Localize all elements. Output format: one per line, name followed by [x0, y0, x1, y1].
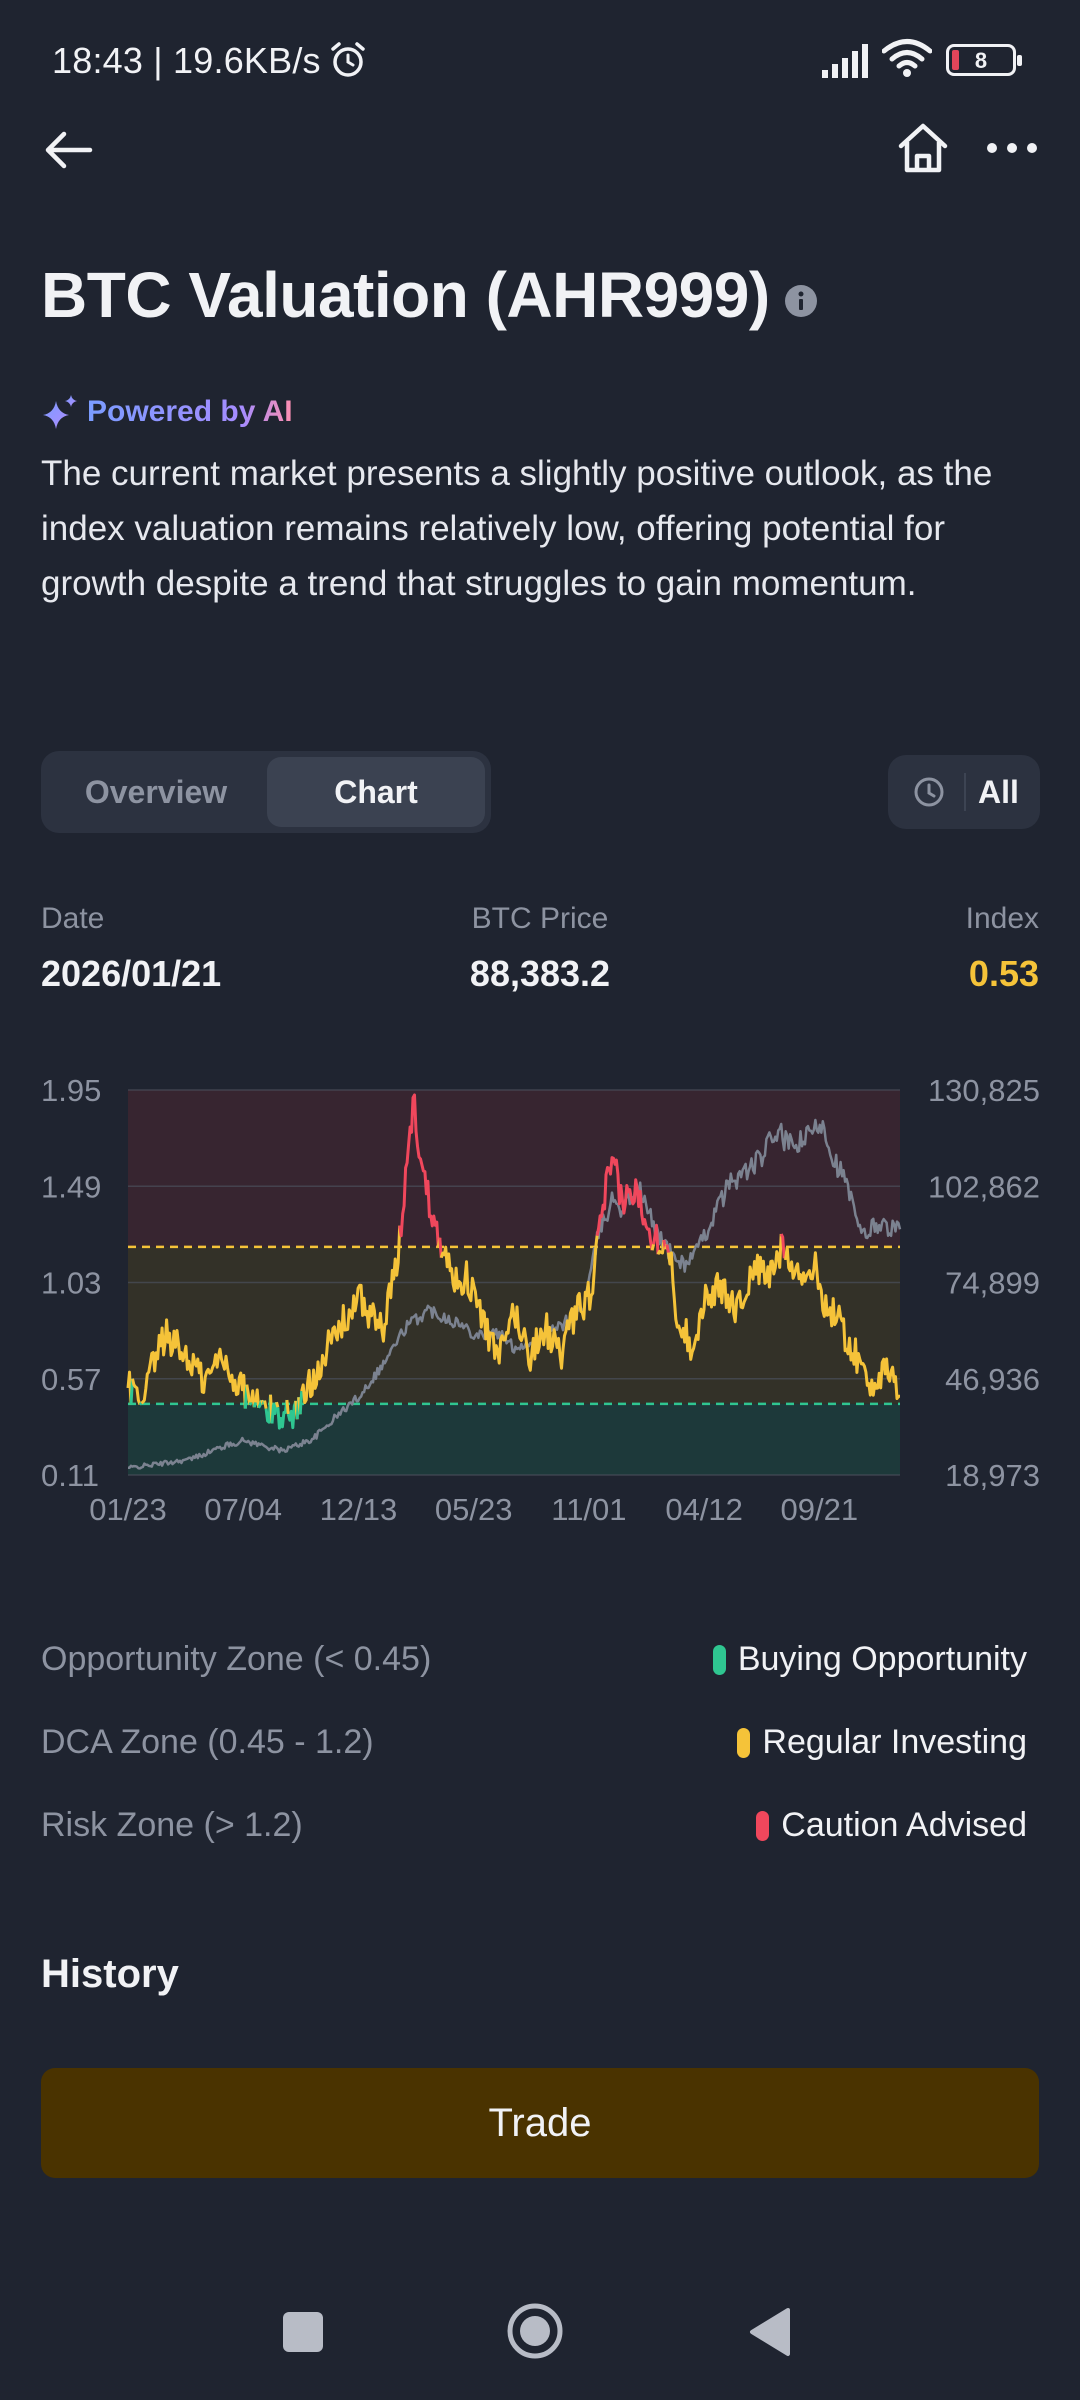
status-time: 18:43 | 19.6KB/s [52, 40, 321, 81]
zone-tag: Caution Advised [756, 1806, 1027, 1845]
y-left-tick-label: 1.03 [41, 1266, 101, 1301]
zone-tag-text: Buying Opportunity [737, 1640, 1027, 1678]
signal-icon [822, 44, 868, 78]
index-line-segment [138, 1402, 143, 1406]
zone-tag-text: Regular Investing [762, 1723, 1027, 1761]
zone-color-dot [712, 1644, 726, 1675]
index-line-segment [652, 1223, 660, 1255]
index-line-segment [131, 1378, 142, 1406]
index-line-segment [595, 1156, 654, 1251]
info-icon[interactable] [784, 284, 818, 318]
zone-label: Risk Zone (> 1.2) [41, 1806, 303, 1844]
home-icon[interactable] [895, 118, 951, 178]
date-value: 2026/01/21 [41, 953, 222, 994]
ai-summary-text: The current market presents a slightly p… [41, 454, 993, 603]
range-label: All [978, 774, 1019, 810]
y-right-tick-label: 130,825 [928, 1073, 1040, 1108]
y-left-tick-label: 1.95 [41, 1073, 101, 1108]
zone-label: Opportunity Zone (< 0.45) [41, 1640, 432, 1678]
index-line-segment [784, 1245, 900, 1400]
more-dots-icon[interactable] [984, 128, 1040, 168]
system-home-icon[interactable] [506, 2302, 564, 2360]
index-line-segment [300, 1225, 402, 1405]
index-line-segment [656, 1239, 666, 1255]
zone-risk: Risk Zone (> 1.2) Caution Advised [41, 1806, 1041, 1856]
sparkle-icon [43, 395, 77, 429]
index-line-segment [298, 1391, 304, 1415]
index-line-segment [249, 1389, 256, 1408]
tab-overview[interactable]: Overview [84, 773, 228, 810]
ahr999-chart[interactable]: 1.95 1.49 1.03 0.57 0.11 130,825 102,862 74,899… [0, 1060, 1080, 1540]
page-title: BTC Valuation (AHR999) [41, 259, 770, 331]
ai-powered-label: Powered by AI [87, 395, 293, 428]
trade-button[interactable]: Trade [41, 2068, 1039, 2178]
recent-apps-icon[interactable] [283, 2312, 323, 2352]
x-tick-label: 01/23 [89, 1492, 167, 1527]
zone-tag-text: Caution Advised [781, 1806, 1027, 1844]
back-arrow-icon[interactable] [40, 126, 96, 174]
opportunity-zone-band [128, 1403, 900, 1475]
index-line-segment [398, 1093, 440, 1248]
x-tick-label: 12/13 [320, 1492, 398, 1527]
index-line-segment [666, 1233, 783, 1361]
x-tick-label: 09/21 [781, 1492, 859, 1527]
y-left-tick-label: 0.11 [41, 1458, 99, 1493]
top-nav [0, 118, 1080, 184]
index-line-segment [254, 1388, 261, 1408]
view-tabs: Overview Chart [41, 751, 491, 833]
y-left-tick-label: 0.57 [41, 1362, 101, 1397]
index-line-segment [140, 1318, 247, 1409]
battery-level: 8 [974, 48, 988, 73]
index-line-segment [439, 1235, 599, 1372]
history-title: History [41, 1952, 179, 1996]
range-divider [964, 773, 966, 811]
index-line-segment [665, 1244, 670, 1253]
zone-opportunity: Opportunity Zone (< 0.45) Buying Opportu… [41, 1640, 1041, 1690]
wifi-icon [882, 39, 932, 77]
date-label: Date [41, 902, 105, 935]
y-right-tick-label: 102,862 [928, 1169, 1040, 1204]
zone-dca: DCA Zone (0.45 - 1.2) Regular Investing [41, 1723, 1041, 1773]
btc-price-label: BTC Price [471, 902, 609, 935]
y-right-tick-label: 46,936 [945, 1362, 1040, 1397]
y-right-tick-label: 18,973 [945, 1458, 1040, 1493]
system-back-icon[interactable] [746, 2306, 792, 2358]
x-tick-label: 05/23 [435, 1492, 513, 1527]
zone-color-dot [756, 1810, 770, 1841]
battery-icon: 8 [946, 44, 1022, 76]
index-line-segment [245, 1384, 252, 1406]
index-line-segment [276, 1399, 289, 1430]
x-tick-label: 04/12 [665, 1492, 743, 1527]
index-line-segment [263, 1400, 268, 1409]
index-line-segment [650, 1243, 656, 1251]
index-line-segment [779, 1233, 786, 1259]
index-line-segment [252, 1401, 258, 1408]
y-right-tick-label: 74,899 [945, 1266, 1040, 1301]
ai-badge: Powered by AI [41, 392, 293, 432]
btc-price-line [128, 1118, 902, 1470]
system-nav-bar [0, 2290, 1080, 2380]
zone-tag: Buying Opportunity [712, 1640, 1027, 1679]
y-left-tick-label: 1.49 [41, 1169, 101, 1204]
risk-zone-band [128, 1090, 900, 1247]
zone-tag: Regular Investing [737, 1723, 1027, 1762]
status-bar: 18:43 | 19.6KB/s 8 [0, 0, 1080, 122]
index-line-segment [270, 1402, 278, 1424]
index-label: Index [965, 902, 1039, 935]
index-line-segment [248, 1401, 253, 1406]
clock-icon [914, 777, 944, 807]
zone-color-dot [737, 1727, 751, 1758]
time-range-selector[interactable]: All [888, 755, 1040, 829]
btc-price-value: 88,383.2 [469, 953, 611, 994]
index-line-segment [286, 1400, 298, 1430]
index-line-segment [285, 1399, 290, 1415]
x-tick-label: 11/01 [551, 1492, 626, 1527]
zone-label: DCA Zone (0.45 - 1.2) [41, 1723, 374, 1761]
tab-chart[interactable]: Chart [267, 757, 485, 827]
alarm-icon [331, 42, 365, 77]
x-tick-label: 07/04 [204, 1492, 282, 1527]
index-line-segment [275, 1401, 280, 1408]
index-value: 0.53 [968, 953, 1039, 994]
